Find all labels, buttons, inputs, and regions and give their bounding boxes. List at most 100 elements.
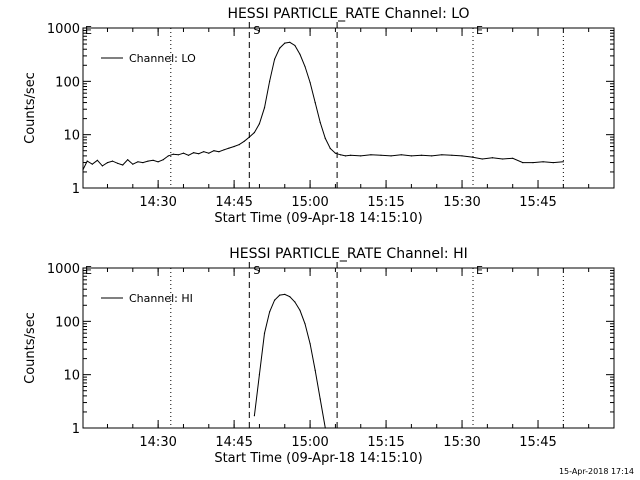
y-tick-label: 10: [63, 369, 80, 384]
data-point: [324, 137, 326, 139]
x-tick-label: 15:15: [367, 435, 404, 450]
data-point: [289, 296, 291, 298]
y-axis-label: Counts/sec: [23, 72, 38, 144]
data-point: [233, 145, 235, 148]
data-point: [370, 154, 372, 156]
legend-label: Channel: LO: [129, 52, 196, 65]
data-point: [106, 162, 109, 164]
data-point: [111, 160, 114, 162]
data-point: [177, 154, 179, 156]
data-point: [258, 123, 260, 125]
chart-title: HESSI PARTICLE_RATE Channel: LO: [227, 6, 469, 22]
data-point: [461, 155, 463, 157]
data-point: [269, 311, 271, 313]
data-point: [350, 154, 352, 156]
data-point: [339, 154, 342, 156]
data-point: [284, 42, 286, 44]
data-point: [122, 164, 124, 166]
data-point: [137, 161, 139, 163]
data-point: [400, 154, 402, 156]
data-point: [334, 152, 336, 154]
data-point: [304, 65, 306, 68]
x-tick-label: 14:30: [139, 195, 176, 210]
data-point: [182, 152, 185, 154]
data-point: [299, 53, 301, 56]
data-point: [274, 299, 276, 301]
data-point: [481, 158, 483, 160]
data-point: [243, 140, 245, 142]
data-point: [162, 159, 164, 161]
data-point: [532, 162, 534, 164]
data-point: [299, 309, 301, 311]
data-point: [410, 155, 412, 157]
end-marker-label: E: [476, 264, 483, 277]
y-axis-label: Counts/sec: [23, 312, 38, 384]
data-point: [294, 44, 296, 47]
plot-frame: [82, 27, 615, 189]
series-line: [253, 293, 326, 429]
y-tick-label: 100: [55, 315, 80, 330]
data-point: [431, 155, 433, 157]
data-point: [390, 155, 392, 157]
start-marker-label: S: [253, 24, 260, 37]
x-tick-label: 14:45: [215, 435, 252, 450]
data-point: [86, 160, 88, 162]
data-point: [263, 332, 266, 334]
data-point: [223, 149, 225, 151]
data-point: [344, 155, 347, 157]
data-point: [147, 160, 149, 162]
x-tick-label: 15:30: [443, 195, 480, 210]
data-point: [542, 161, 544, 163]
data-point: [512, 157, 514, 159]
data-point: [274, 58, 276, 60]
data-point: [289, 41, 291, 43]
data-point: [82, 169, 84, 171]
data-point: [471, 156, 473, 158]
data-point: [309, 343, 311, 345]
x-tick-label: 15:15: [367, 195, 404, 210]
x-tick-label: 15:45: [519, 195, 556, 210]
data-point: [360, 155, 362, 157]
data-point: [238, 144, 240, 146]
data-point: [198, 153, 200, 155]
data-point: [132, 163, 134, 165]
start-marker-label: S: [253, 264, 260, 277]
data-point: [319, 398, 321, 400]
data-point: [522, 162, 524, 164]
data-point: [167, 155, 169, 157]
start-marker-label: E: [85, 264, 92, 277]
data-point: [329, 147, 331, 150]
data-point: [269, 80, 271, 82]
data-point: [284, 293, 286, 295]
data-point: [319, 121, 321, 123]
data-point: [294, 301, 296, 303]
x-axis-label: Start Time (09-Apr-18 14:15:10): [214, 211, 422, 226]
data-point: [203, 151, 205, 153]
hi-channel-panel: HESSI PARTICLE_RATE Channel: HI 1 10 100 100…: [23, 246, 615, 466]
legend-label: Channel: HI: [129, 292, 193, 305]
data-point: [157, 161, 159, 163]
data-point: [193, 152, 195, 154]
data-point: [258, 374, 260, 376]
data-point: [304, 323, 306, 325]
data-point: [279, 47, 281, 49]
data-point: [253, 131, 255, 134]
data-point: [91, 163, 93, 165]
y-tick-label: 1: [72, 182, 80, 197]
data-point: [552, 162, 554, 164]
data-point: [324, 427, 326, 429]
data-point: [117, 162, 119, 164]
plot-timestamp: 15-Apr-2018 17:14: [558, 467, 634, 476]
data-point: [248, 136, 250, 138]
data-point: [441, 154, 443, 156]
data-point: [309, 81, 311, 84]
end-marker-label: E: [476, 24, 483, 37]
data-point: [228, 147, 230, 149]
data-point: [491, 157, 493, 159]
plot-frame: [82, 267, 615, 429]
data-point: [263, 107, 266, 109]
x-tick-label: 15:00: [291, 195, 328, 210]
data-point: [127, 159, 129, 161]
y-tick-label: 1000: [47, 22, 80, 37]
